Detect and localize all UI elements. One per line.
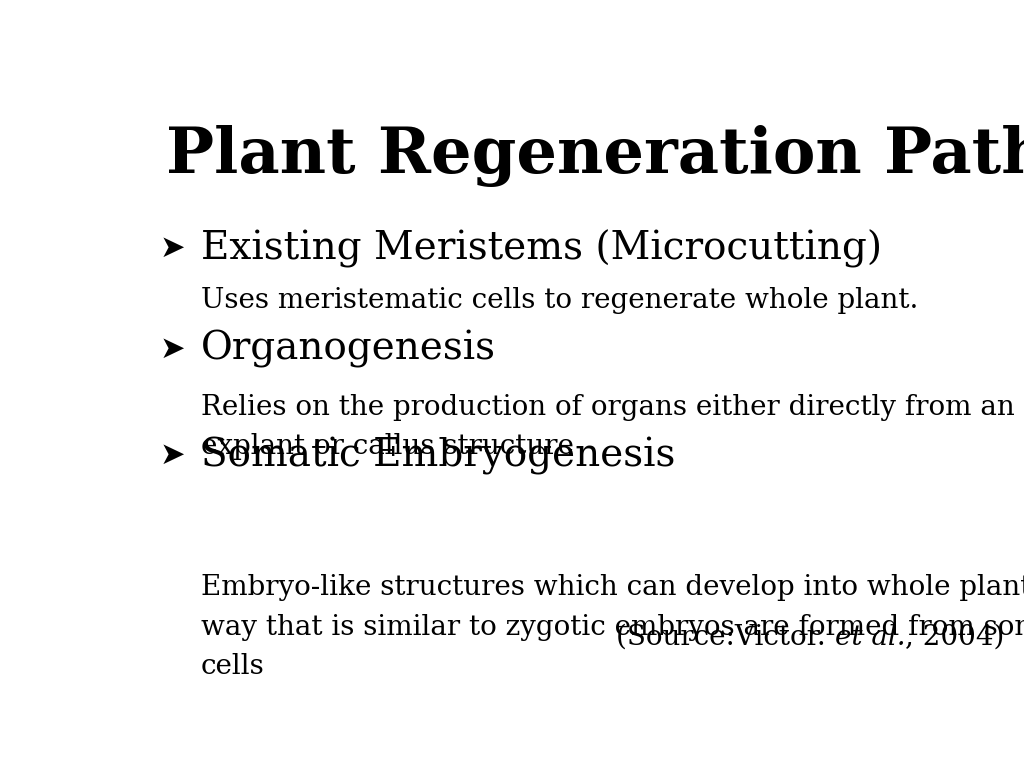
Text: (Source:Victor.: (Source:Victor. [616, 624, 835, 651]
Text: Somatic Embryogenesis: Somatic Embryogenesis [201, 437, 676, 475]
Text: Embryo-like structures which can develop into whole plants in a
way that is simi: Embryo-like structures which can develop… [201, 574, 1024, 680]
Text: et al.: et al. [835, 624, 905, 651]
Text: Relies on the production of organs either directly from an
explant or callus str: Relies on the production of organs eithe… [201, 394, 1015, 460]
Text: Plant Regeneration Pathways: Plant Regeneration Pathways [166, 124, 1024, 187]
Text: Uses meristematic cells to regenerate whole plant.: Uses meristematic cells to regenerate wh… [201, 287, 919, 314]
Text: ➤: ➤ [160, 442, 185, 470]
Text: Existing Meristems (Microcutting): Existing Meristems (Microcutting) [201, 230, 882, 268]
Text: , 2004): , 2004) [905, 624, 1005, 651]
Text: ➤: ➤ [160, 234, 185, 263]
Text: ➤: ➤ [160, 335, 185, 364]
Text: Organogenesis: Organogenesis [201, 330, 496, 369]
